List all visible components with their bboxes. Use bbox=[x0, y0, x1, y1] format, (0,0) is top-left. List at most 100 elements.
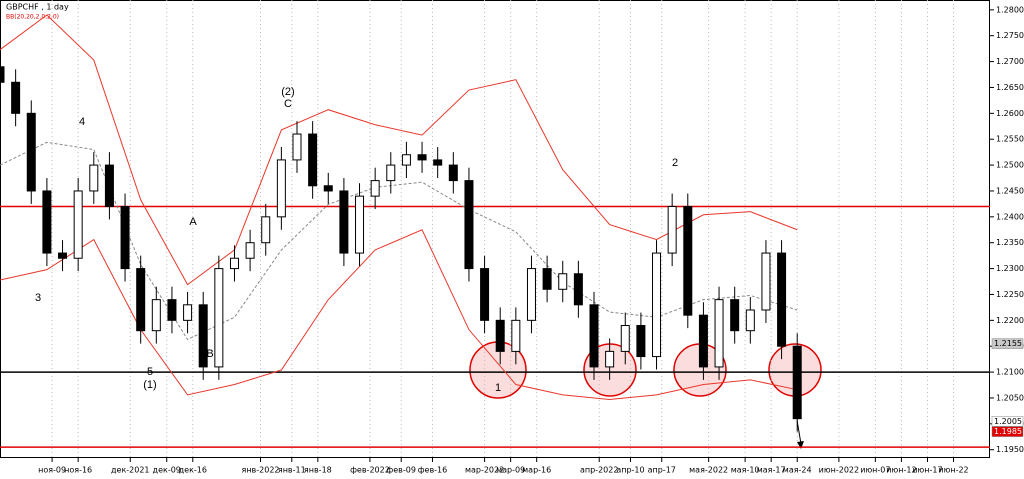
x-tick-label: фев-16 bbox=[418, 466, 448, 475]
candle-body bbox=[339, 190, 349, 254]
wave-label: 1 bbox=[495, 382, 501, 394]
y-tick-label: 1.2300 bbox=[996, 264, 1024, 273]
y-tick-label: 1.1950 bbox=[996, 445, 1024, 454]
x-tick-label: апр-2022 bbox=[580, 466, 618, 475]
x-tick-label: фев-09 bbox=[386, 466, 416, 475]
candle-body bbox=[104, 164, 114, 207]
candle-body bbox=[0, 66, 5, 83]
candle-body bbox=[183, 304, 193, 321]
candle-body bbox=[42, 190, 52, 254]
x-tick-label: июн-12 bbox=[886, 466, 916, 475]
candle-body bbox=[355, 195, 365, 254]
candle-body bbox=[698, 314, 708, 368]
price-tag bbox=[991, 426, 1024, 437]
x-tick-label: дек-16 bbox=[179, 466, 207, 475]
candle-body bbox=[542, 268, 552, 290]
x-tick-label: мар-2022 bbox=[465, 466, 504, 475]
y-tick-label: 1.2450 bbox=[996, 186, 1024, 195]
bollinger-band bbox=[0, 229, 798, 401]
x-tick-label: апр-10 bbox=[616, 466, 644, 475]
candle-body bbox=[292, 133, 302, 161]
price-tag bbox=[991, 416, 1024, 427]
candle-body bbox=[745, 309, 755, 332]
x-tick-label: мар-16 bbox=[522, 466, 551, 475]
bollinger-band bbox=[0, 141, 798, 341]
candle-body bbox=[495, 319, 505, 352]
price-tag bbox=[991, 338, 1024, 349]
candle-body bbox=[26, 112, 36, 192]
x-tick-label: ноя-09 bbox=[38, 466, 66, 475]
wave-label: 2 bbox=[672, 157, 678, 169]
bollinger-band bbox=[0, 14, 798, 286]
candle-body bbox=[573, 273, 583, 306]
candle-body bbox=[120, 205, 130, 270]
candle-body bbox=[308, 133, 318, 187]
candle-body bbox=[58, 252, 68, 259]
x-tick-label: июн-07 bbox=[860, 466, 890, 475]
price-tag-label: 1.1985 bbox=[994, 427, 1022, 436]
candle-body bbox=[683, 205, 693, 316]
candle-body bbox=[605, 350, 615, 368]
x-tick-label: июн-22 bbox=[938, 466, 968, 475]
x-tick-label: июн-17 bbox=[912, 466, 942, 475]
y-tick-label: 1.2100 bbox=[996, 368, 1024, 377]
x-tick-label: апр-17 bbox=[648, 466, 676, 475]
y-tick-label: 1.2050 bbox=[996, 393, 1024, 402]
plot-frame bbox=[0, 0, 990, 458]
candle-body bbox=[151, 299, 161, 332]
candle-body bbox=[558, 273, 568, 290]
candle-body bbox=[261, 216, 271, 244]
candle-body bbox=[652, 252, 662, 358]
wave-label: 3 bbox=[35, 292, 41, 304]
candle-body bbox=[667, 205, 677, 254]
candle-body bbox=[276, 159, 286, 218]
y-tick-label: 1.2400 bbox=[996, 212, 1024, 221]
x-tick-label: мая-17 bbox=[757, 466, 786, 475]
candle-body bbox=[198, 304, 208, 368]
candle-body bbox=[370, 180, 380, 197]
candle-body bbox=[73, 190, 83, 259]
candle-body bbox=[620, 325, 630, 352]
wave-label: B bbox=[206, 348, 213, 360]
candle-body bbox=[480, 268, 490, 321]
candle-body bbox=[401, 154, 411, 166]
candle-body bbox=[714, 299, 724, 368]
arrow-head bbox=[797, 441, 804, 449]
price-tag-label: 1.2005 bbox=[994, 417, 1022, 426]
wave-label: 4 bbox=[79, 116, 85, 128]
x-tick-label: фев-2022 bbox=[350, 466, 390, 475]
x-tick-label: мар-09 bbox=[496, 466, 525, 475]
y-tick-label: 1.2750 bbox=[996, 31, 1024, 40]
x-tick-label: мая-2022 bbox=[689, 466, 728, 475]
x-tick-label: янв-2022 bbox=[242, 466, 280, 475]
candle-body bbox=[323, 185, 333, 192]
y-tick-label: 1.2200 bbox=[996, 316, 1024, 325]
candle-body bbox=[11, 81, 21, 114]
x-tick-label: мая-24 bbox=[783, 466, 812, 475]
candle-body bbox=[448, 164, 458, 182]
indicator-label: BB(20,20,2.0,2.0) bbox=[6, 14, 59, 21]
chart-title: GBPCHF , 1 day bbox=[6, 3, 69, 12]
wave-label: 5 bbox=[147, 366, 153, 378]
x-tick-label: янв-18 bbox=[304, 466, 332, 475]
y-tick-label: 1.2250 bbox=[996, 290, 1024, 299]
y-tick-label: 1.2550 bbox=[996, 135, 1024, 144]
y-tick-label: 1.2700 bbox=[996, 57, 1024, 66]
candle-body bbox=[167, 299, 177, 321]
candle-body bbox=[433, 159, 443, 166]
candle-body bbox=[730, 299, 740, 332]
price-tag-label: 1.2155 bbox=[994, 339, 1022, 348]
wave-label: C bbox=[284, 98, 292, 110]
candle-body bbox=[386, 164, 396, 182]
y-tick-label: 1.2350 bbox=[996, 238, 1024, 247]
x-tick-label: мая-10 bbox=[731, 466, 760, 475]
x-tick-label: дек-2021 bbox=[111, 466, 150, 475]
x-tick-label: ноя-16 bbox=[64, 466, 92, 475]
candle-body bbox=[636, 325, 646, 358]
wave-label: A bbox=[189, 216, 197, 228]
x-tick-label: янв-11 bbox=[278, 466, 306, 475]
candle-body bbox=[229, 257, 239, 270]
candle-body bbox=[214, 268, 224, 368]
